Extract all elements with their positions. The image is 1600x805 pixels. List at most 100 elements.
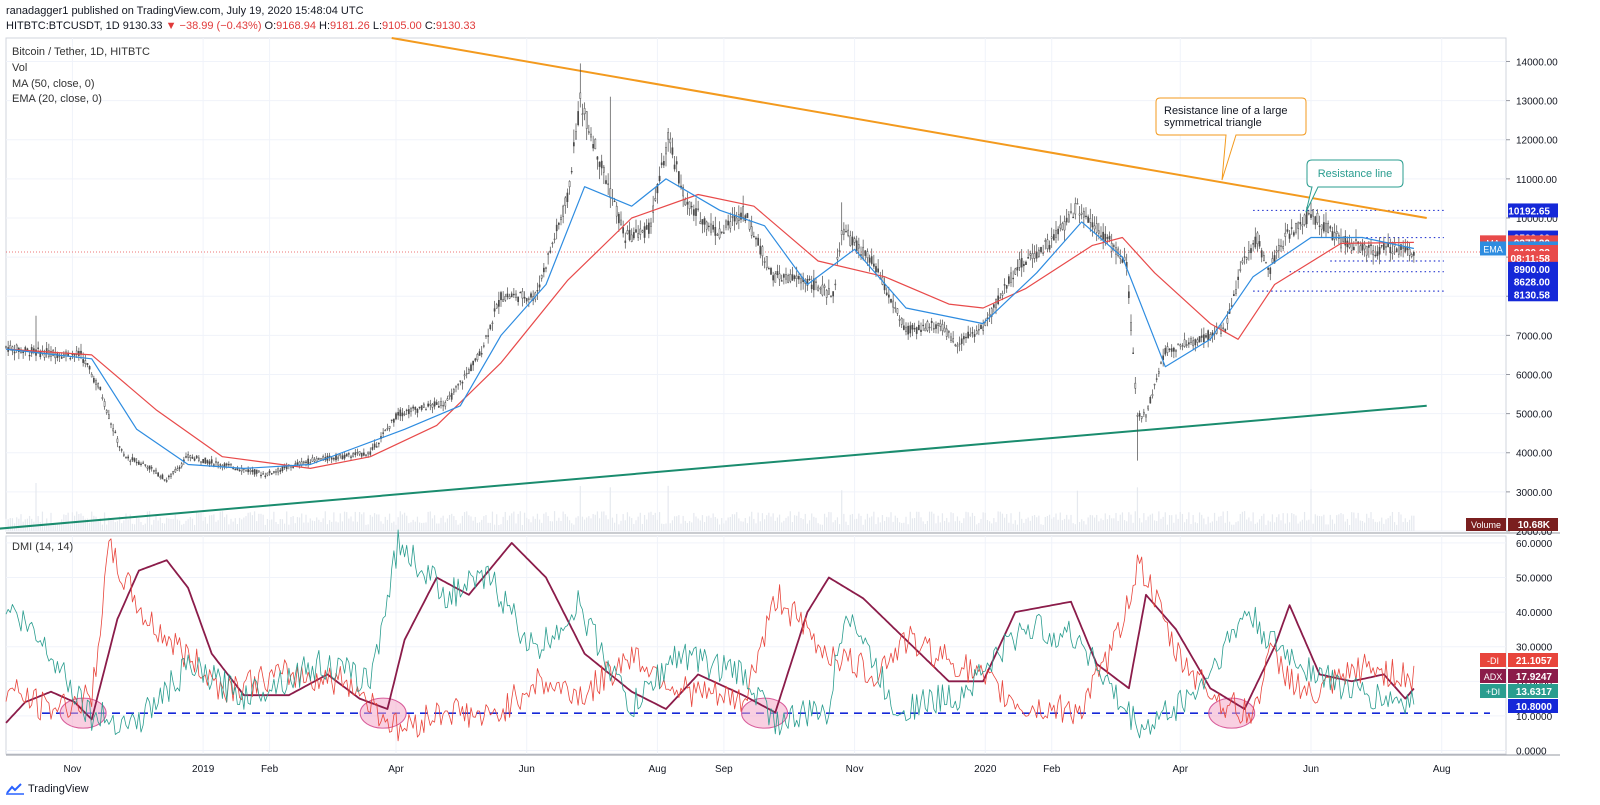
candle-body [369, 451, 372, 455]
volume-bar [230, 518, 232, 531]
candle-body [892, 300, 894, 308]
volume-bar [1068, 519, 1070, 531]
volume-bar [73, 515, 76, 531]
volume-bar [373, 513, 376, 531]
volume-bar [933, 513, 935, 531]
candle-body [1312, 209, 1314, 217]
volume-bar [545, 512, 547, 531]
volume-bar [316, 517, 318, 531]
volume-bar [380, 521, 382, 531]
volume-bar [667, 485, 669, 531]
volume-bar [253, 511, 256, 531]
candle-body [453, 389, 455, 393]
volume-bar [451, 513, 453, 531]
candle-body [665, 146, 667, 155]
candle-body [412, 406, 414, 409]
candle-body [742, 206, 744, 218]
volume-bar [920, 517, 922, 531]
candle-body [1098, 230, 1100, 234]
candle-body [1355, 239, 1357, 241]
volume-bar [93, 515, 95, 531]
volume-bar [759, 521, 761, 531]
volume-bar [768, 512, 770, 531]
volume-bar [358, 512, 361, 531]
volume-bar [1348, 524, 1351, 531]
volume-bar [937, 515, 939, 531]
volume-bar [1376, 522, 1379, 531]
candle-body [592, 144, 594, 149]
time-tick-label: Apr [388, 764, 404, 775]
candle-body [123, 453, 125, 456]
volume-bar [1201, 514, 1203, 531]
volume-bar [1269, 521, 1271, 531]
candle-body [371, 447, 374, 450]
candle-body [875, 266, 877, 273]
dmi-label-text: 13.6317 [1516, 687, 1553, 698]
volume-bar [978, 522, 980, 531]
volume-bar [423, 522, 425, 531]
dmi-label-text: 10.8000 [1516, 702, 1553, 713]
candle-body [795, 275, 798, 280]
volume-tag: Volume [1471, 520, 1501, 530]
candle-body [643, 226, 646, 238]
candle-body [1408, 248, 1411, 256]
candle-body [943, 327, 946, 333]
candle-body [654, 198, 657, 201]
candle-body [780, 280, 783, 282]
candle-body [673, 164, 676, 170]
volume-bar [1044, 516, 1046, 531]
candle-body [1378, 246, 1381, 255]
volume-bar [888, 517, 890, 531]
candle-body [172, 471, 174, 474]
candle-body [384, 429, 387, 432]
volume-bar [1276, 517, 1278, 531]
volume-bar [1391, 511, 1394, 531]
volume-bar [346, 512, 348, 531]
candle-body [982, 326, 984, 331]
candle-body [1016, 267, 1019, 271]
candle-body [1263, 255, 1265, 262]
volume-bar [472, 520, 474, 531]
candle-body [354, 452, 357, 456]
candle-body [663, 161, 665, 166]
candle-body [1057, 228, 1059, 235]
candle-body [635, 229, 637, 233]
candle-body [393, 418, 395, 423]
volume-bar [1192, 514, 1194, 531]
volume-bar [457, 524, 459, 531]
candle-body [69, 357, 72, 360]
candle-body [155, 469, 157, 474]
time-tick-label: Aug [1433, 764, 1451, 775]
candle-body [459, 380, 462, 382]
volume-bar [1076, 490, 1079, 531]
time-tick-label: Jun [519, 764, 535, 775]
candle-body [1235, 289, 1237, 294]
candle-body [864, 250, 867, 256]
change-value: −38.99 (−0.43%) [179, 20, 262, 32]
candle-body [873, 263, 875, 267]
volume-bar [581, 516, 584, 531]
candle-body [245, 469, 247, 472]
volume-bar [793, 515, 796, 531]
candle-body [266, 472, 269, 476]
candle-body [461, 382, 464, 384]
candle-body [378, 442, 380, 445]
volume-bar [982, 512, 984, 531]
high-value: 9181.26 [330, 20, 370, 32]
candle-body [1181, 345, 1184, 347]
candle-body [922, 324, 924, 327]
candle-body [1258, 241, 1261, 247]
candle-body [1025, 261, 1027, 265]
volume-bar [343, 511, 346, 531]
volume-bar [858, 513, 860, 531]
candle-body [847, 229, 849, 236]
candle-body [303, 461, 305, 464]
volume-bar [808, 520, 811, 531]
volume-bar [463, 512, 466, 531]
volume-bar [641, 523, 644, 531]
low-label: L: [372, 20, 383, 32]
volume-value: 10.68K [1518, 520, 1551, 531]
candle-body [1190, 338, 1192, 343]
volume-bar [1231, 524, 1233, 531]
